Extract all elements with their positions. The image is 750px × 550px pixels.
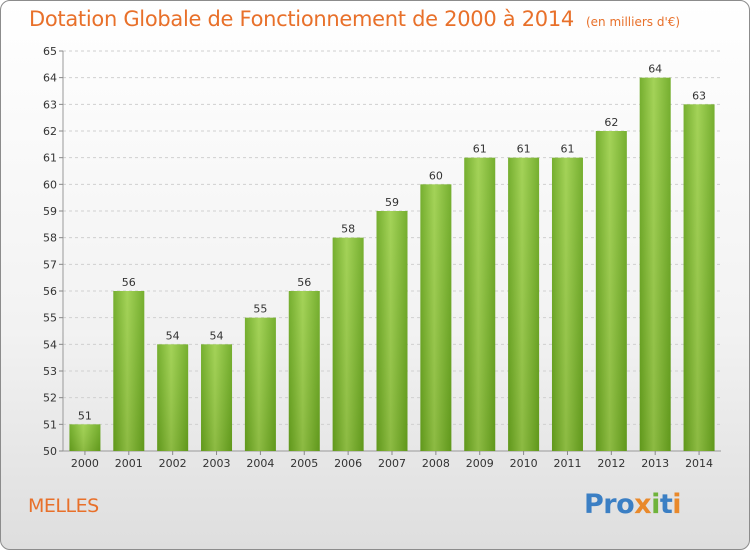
bar-value-label: 62 [604, 116, 618, 129]
bar-value-label: 51 [78, 409, 92, 422]
y-tick-label: 61 [43, 152, 57, 165]
proxiti-logo: Proxiti [584, 489, 682, 520]
bar-value-label: 61 [473, 143, 487, 156]
bar-shade [376, 211, 408, 451]
bar-value-label: 55 [253, 303, 267, 316]
x-tick-label: 2012 [597, 457, 625, 470]
chart-title-text: Dotation Globale de Fonctionnement de 20… [29, 7, 574, 31]
bar-value-label: 56 [297, 276, 311, 289]
bar-value-label: 64 [648, 63, 662, 76]
x-tick-label: 2010 [510, 457, 538, 470]
bar-shade [551, 157, 583, 451]
x-tick-label: 2008 [422, 457, 450, 470]
logo-part-i: i [651, 489, 660, 520]
bar-value-label: 59 [385, 196, 399, 209]
bar-shade [332, 237, 364, 451]
bar-shade [288, 291, 320, 451]
x-tick-label: 2014 [685, 457, 713, 470]
bar-shade [157, 344, 189, 451]
y-tick-label: 57 [43, 258, 57, 271]
logo-part-x: x [634, 489, 652, 520]
x-tick-label: 2006 [334, 457, 362, 470]
y-tick-label: 52 [43, 392, 57, 405]
y-tick-label: 58 [43, 232, 57, 245]
x-tick-label: 2009 [466, 457, 494, 470]
bar-shade [244, 317, 276, 451]
y-tick-label: 62 [43, 125, 57, 138]
x-tick-label: 2002 [159, 457, 187, 470]
x-tick-label: 2000 [71, 457, 99, 470]
bar-value-label: 60 [429, 169, 443, 182]
bar-value-label: 58 [341, 223, 355, 236]
bar-value-label: 61 [517, 143, 531, 156]
bar-shade [683, 104, 715, 451]
y-tick-label: 64 [43, 72, 57, 85]
x-tick-label: 2013 [641, 457, 669, 470]
bars: 51 56 54 54 55 56 58 59 60 61 61 61 62 64 63 [69, 63, 715, 452]
bar-shade [420, 184, 452, 452]
bar-shade [595, 131, 627, 451]
bar-shade [201, 344, 233, 451]
y-axis-ticks: 50 51 52 53 54 55 56 57 58 59 60 61 62 63 64 65 [43, 45, 63, 458]
y-tick-label: 59 [43, 205, 57, 218]
chart-title: Dotation Globale de Fonctionnement de 20… [29, 7, 680, 31]
bar-shade [639, 77, 671, 452]
bar-value-label: 54 [166, 329, 180, 342]
logo-part-pro: Pro [584, 489, 635, 520]
x-tick-label: 2011 [553, 457, 581, 470]
y-tick-label: 65 [43, 45, 57, 58]
y-tick-label: 51 [43, 418, 57, 431]
x-tick-label: 2004 [246, 457, 274, 470]
bar-shade [464, 157, 496, 451]
place-name: MELLES [28, 495, 99, 517]
x-tick-label: 2005 [290, 457, 318, 470]
y-tick-label: 63 [43, 98, 57, 111]
y-tick-label: 55 [43, 312, 57, 325]
chart-subtitle: (en milliers d'€) [585, 15, 681, 29]
logo-part-i2: i [672, 489, 682, 520]
y-tick-label: 54 [43, 338, 57, 351]
x-axis-ticks: 2000 2001 2002 2003 2004 2005 2006 2007 2008 2009… [71, 451, 713, 470]
bar-value-label: 56 [122, 276, 136, 289]
x-tick-label: 2003 [203, 457, 231, 470]
y-tick-label: 53 [43, 365, 57, 378]
bar-value-label: 61 [560, 143, 574, 156]
bar-shade [508, 157, 540, 451]
y-tick-label: 56 [43, 285, 57, 298]
logo-part-t: t [659, 489, 673, 520]
x-tick-label: 2001 [115, 457, 143, 470]
bar-shade [69, 424, 101, 451]
y-tick-label: 60 [43, 178, 57, 191]
x-tick-label: 2007 [378, 457, 406, 470]
bar-shade [113, 291, 145, 451]
y-tick-label: 50 [43, 445, 57, 458]
bar-value-label: 54 [210, 329, 224, 342]
bar-value-label: 63 [692, 89, 706, 102]
